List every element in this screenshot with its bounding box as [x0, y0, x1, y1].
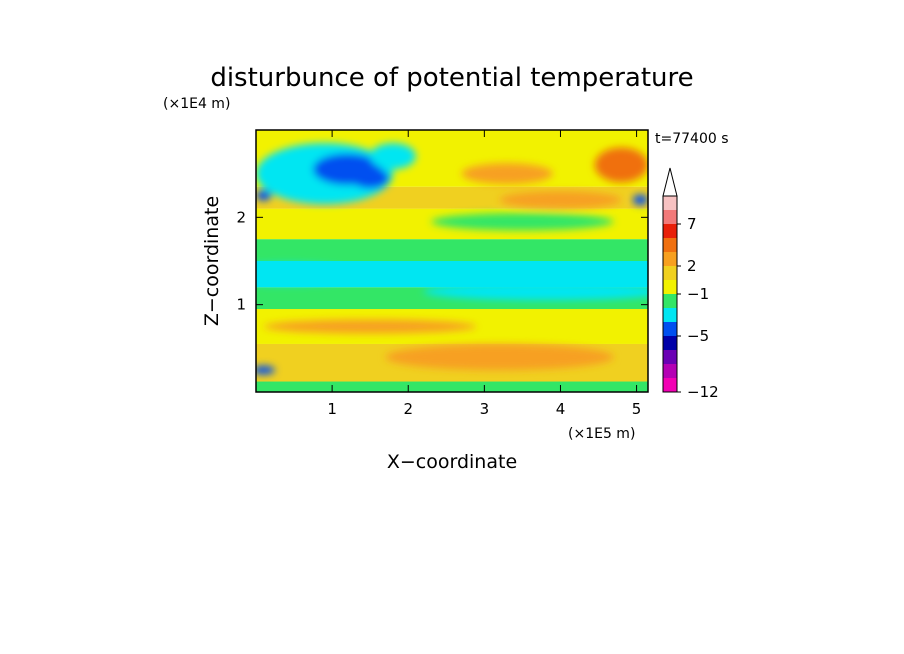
plot-frame — [255, 129, 649, 393]
colorbar-swatch — [663, 266, 677, 280]
colorbar-swatch — [663, 350, 677, 364]
colorbar-tick-label: −12 — [687, 383, 719, 401]
y-tick-label: 1 — [236, 296, 246, 314]
contour-feature — [256, 263, 355, 285]
colorbar-tick-label: 2 — [687, 257, 697, 275]
colorbar-tick-label: −5 — [687, 327, 709, 345]
x-tick-label: 2 — [403, 400, 413, 418]
contour-feature — [461, 163, 553, 185]
colorbar-swatch — [663, 294, 677, 308]
colorbar: 7 2 −1 −5 −12 — [662, 167, 719, 401]
y-unit-label: (×1E4 m) — [163, 96, 230, 112]
colorbar-extend-arrow — [662, 167, 678, 197]
colorbar-swatch — [663, 224, 677, 238]
colorbar-swatch — [663, 252, 677, 266]
colorbar-swatch — [663, 378, 677, 392]
colorbar-swatch — [663, 364, 677, 378]
contour-feature — [431, 212, 614, 231]
contour-band — [256, 239, 648, 261]
contour-feature — [351, 167, 390, 189]
colorbar-swatch — [663, 238, 677, 252]
colorbar-swatch — [663, 210, 677, 224]
colorbar-tick-label: 7 — [687, 215, 697, 233]
contour-feature — [594, 147, 648, 183]
chart-title: disturbunce of potential temperature — [210, 63, 693, 93]
colorbar-swatch — [663, 322, 677, 336]
contour-feature — [370, 143, 416, 170]
y-axis: 12 — [236, 208, 648, 314]
contour-features — [256, 143, 648, 375]
x-tick-label: 5 — [632, 400, 642, 418]
contour-feature — [256, 365, 276, 375]
contour-field — [256, 130, 648, 392]
colorbar-swatch — [663, 196, 677, 210]
contour-feature — [632, 194, 648, 206]
time-label: t=77400 s — [655, 131, 729, 147]
x-unit-label: (×1E5 m) — [568, 426, 635, 442]
contour-band — [256, 381, 648, 392]
x-axis: 1 2 3 4 5 — [327, 130, 641, 418]
contour-feature — [385, 343, 614, 371]
colorbar-swatch — [663, 280, 677, 294]
x-tick-label: 4 — [556, 400, 566, 418]
x-tick-label: 1 — [327, 400, 337, 418]
colorbar-swatch — [663, 336, 677, 350]
contour-feature — [256, 190, 272, 201]
contour-feature — [423, 282, 648, 301]
x-axis-label: X−coordinate — [387, 451, 517, 473]
colorbar-tick-label: −1 — [687, 285, 709, 303]
contour-feature — [263, 319, 477, 334]
colorbar-swatch — [663, 308, 677, 322]
contour-feature — [499, 191, 622, 209]
y-axis-label: Z−coordinate — [201, 196, 223, 326]
x-tick-label: 3 — [480, 400, 490, 418]
y-tick-label: 2 — [236, 208, 246, 226]
